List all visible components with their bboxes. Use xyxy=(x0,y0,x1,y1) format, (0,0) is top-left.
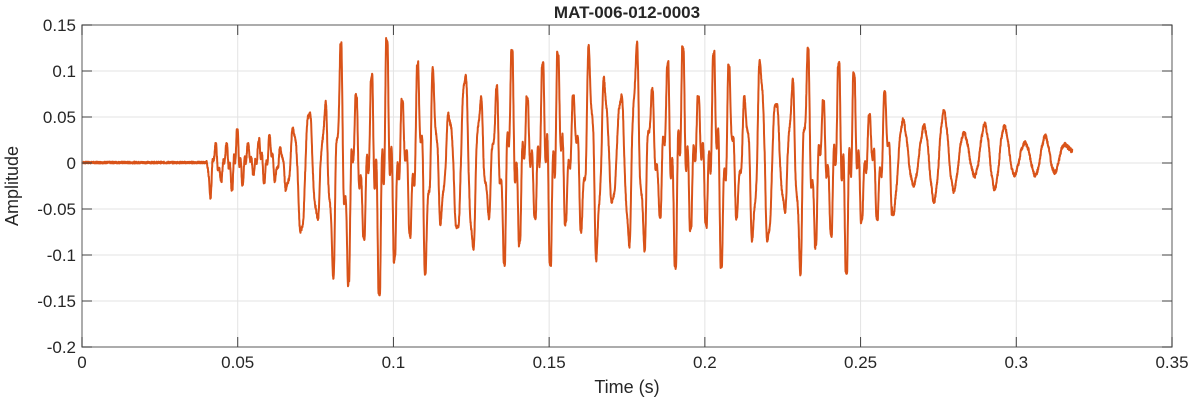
series xyxy=(81,37,1074,297)
grid xyxy=(81,24,1173,348)
x-tick-label: 0.2 xyxy=(693,353,717,372)
x-tick-label: 0.25 xyxy=(844,353,877,372)
y-axis-label: Amplitude xyxy=(2,146,22,226)
y-tick-label: 0.15 xyxy=(43,16,76,35)
axes-box xyxy=(81,24,1173,348)
y-tick-label: -0.2 xyxy=(47,338,76,357)
waveform-line xyxy=(81,37,1074,297)
y-tick-label: -0.1 xyxy=(47,246,76,265)
chart-title: MAT-006-012-0003 xyxy=(554,3,700,22)
x-tick-label: 0.15 xyxy=(533,353,566,372)
x-tick-label: 0.35 xyxy=(1155,353,1188,372)
ticks: 0 0.05 0.1 0.15 0.2 0.25 0.3 0.35 -0.2 -0.15 -0.1 -… xyxy=(37,16,1188,372)
x-tick-label: 0.1 xyxy=(382,353,406,372)
y-tick-label: 0.05 xyxy=(43,108,76,127)
x-tick-label: 0 xyxy=(77,353,86,372)
x-tick-label: 0.05 xyxy=(221,353,254,372)
x-tick-label: 0.3 xyxy=(1004,353,1028,372)
y-tick-label: 0.1 xyxy=(52,62,76,81)
y-tick-label: 0 xyxy=(67,154,76,173)
y-tick-label: -0.15 xyxy=(37,292,76,311)
x-axis-label: Time (s) xyxy=(594,377,659,397)
y-tick-label: -0.05 xyxy=(37,200,76,219)
